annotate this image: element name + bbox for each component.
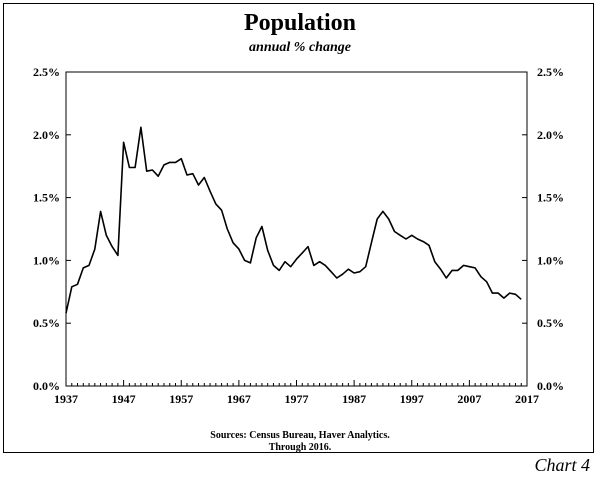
through-note: Through 2016. <box>268 442 332 453</box>
x-tick-label: 2007 <box>457 392 481 406</box>
y-tick-label-left: 1.5% <box>33 191 60 205</box>
x-tick-label: 1997 <box>400 392 424 406</box>
plot-area <box>65 71 528 387</box>
chart-title: Population <box>243 10 357 36</box>
source-note: Sources: Census Bureau, Haver Analytics. <box>210 430 390 441</box>
y-tick-label-right: 1.0% <box>537 253 564 267</box>
y-tick-label-left: 0.0% <box>33 379 60 393</box>
y-tick-label-left: 1.0% <box>33 253 60 267</box>
y-tick-label-right: 2.5% <box>537 65 564 79</box>
y-tick-label-left: 2.5% <box>33 65 60 79</box>
x-tick-label: 1977 <box>285 392 309 406</box>
x-tick-label: 2017 <box>515 392 539 406</box>
chart-number-label: Chart 4 <box>534 455 590 475</box>
x-tick-label: 1957 <box>169 392 193 406</box>
y-tick-label-right: 0.5% <box>537 316 564 330</box>
y-tick-label-left: 2.0% <box>33 128 60 142</box>
chart-frame <box>3 3 594 453</box>
population-change-line <box>65 126 522 314</box>
y-tick-label-right: 2.0% <box>537 128 564 142</box>
x-tick-label: 1937 <box>54 392 78 406</box>
y-tick-label-right: 1.5% <box>537 191 564 205</box>
y-tick-label-right: 0.0% <box>537 379 564 393</box>
x-tick-label: 1967 <box>227 392 251 406</box>
x-tick-label: 1987 <box>342 392 366 406</box>
chart-subtitle: annual % change <box>249 40 351 55</box>
x-tick-label: 1947 <box>112 392 136 406</box>
y-tick-label-left: 0.5% <box>33 316 60 330</box>
